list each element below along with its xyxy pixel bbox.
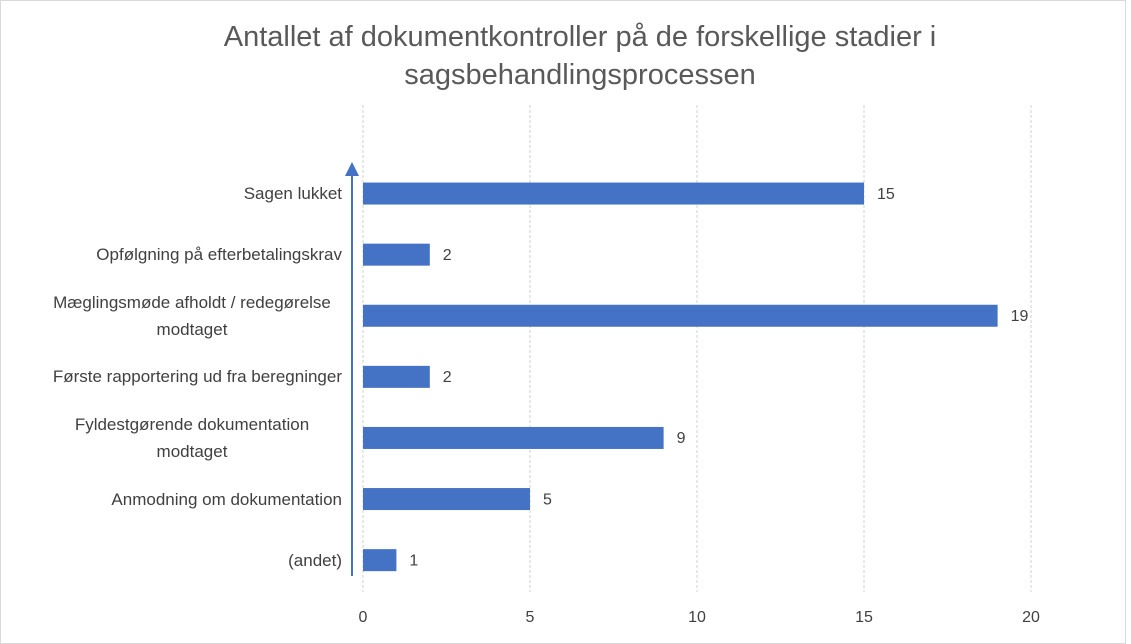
- value-label: 1: [409, 552, 418, 569]
- x-tick-label: 0: [359, 609, 368, 626]
- y-tick-label: Fyldestgørende dokumentation modtaget: [20, 398, 342, 478]
- bar: [363, 365, 430, 388]
- x-tick-label: 20: [1022, 609, 1040, 626]
- y-tick-text: Mæglingsmøde afholdt / redegørelse modta…: [53, 292, 331, 339]
- bar: [363, 182, 864, 205]
- x-tick-label: 5: [526, 609, 535, 626]
- value-label: 9: [677, 430, 686, 447]
- y-tick-text: Sagen lukket: [243, 184, 342, 204]
- bar: [363, 243, 430, 266]
- y-axis-arrow: [345, 162, 359, 176]
- y-tick-label: Anmodning om dokumentation: [20, 459, 342, 539]
- y-tick-text: Anmodning om dokumentation: [111, 489, 342, 509]
- bar: [363, 549, 397, 572]
- y-tick-label: (andet): [20, 520, 342, 600]
- bar: [363, 426, 664, 449]
- y-tick-label: Første rapportering ud fra beregninger: [20, 337, 342, 417]
- value-label: 19: [1011, 308, 1029, 325]
- x-tick-label: 10: [688, 609, 706, 626]
- y-tick-text: Første rapportering ud fra beregninger: [52, 367, 342, 387]
- y-tick-text: (andet): [288, 550, 342, 570]
- y-tick-label: Sagen lukket: [20, 154, 342, 234]
- y-tick-label: Mæglingsmøde afholdt / redegørelse modta…: [20, 276, 342, 356]
- y-tick-label: Opfølgning på efterbetalingskrav: [20, 215, 342, 295]
- x-tick-label: 15: [855, 609, 873, 626]
- value-label: 2: [443, 247, 452, 264]
- bar: [363, 488, 530, 511]
- value-label: 2: [443, 369, 452, 386]
- value-label: 5: [543, 491, 552, 508]
- y-tick-text: Fyldestgørende dokumentation modtaget: [74, 414, 310, 461]
- chart-title: Antallet af dokumentkontroller på de for…: [223, 21, 937, 91]
- y-tick-text: Opfølgning på efterbetalingskrav: [96, 245, 342, 265]
- value-label: 15: [877, 186, 895, 203]
- bar: [363, 304, 998, 327]
